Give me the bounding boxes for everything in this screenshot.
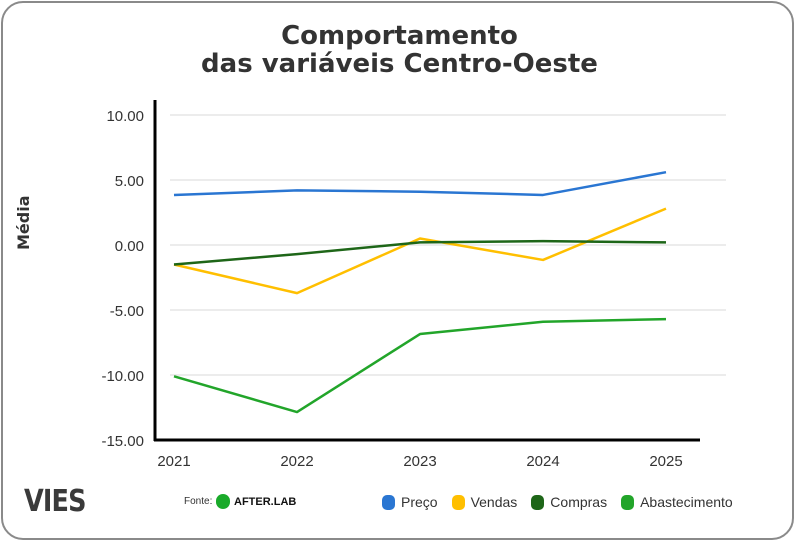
y-tick-label: 10.00 xyxy=(106,108,144,125)
legend-label: Vendas xyxy=(470,494,518,510)
legend-label: Abastecimento xyxy=(640,494,733,510)
series-line-vendas xyxy=(173,207,667,295)
x-tick-label: 2023 xyxy=(403,453,436,470)
y-tick-label: 5.00 xyxy=(115,173,144,190)
y-tick-label: 0.00 xyxy=(115,238,144,255)
x-tick-label: 2024 xyxy=(526,453,559,470)
legend-swatch xyxy=(531,494,545,510)
x-tick-label: 2021 xyxy=(157,453,190,470)
legend-swatch xyxy=(621,494,635,510)
x-tick-label: 2022 xyxy=(280,453,313,470)
chart-title: Comportamento das variáveis Centro-Oeste xyxy=(0,22,799,78)
legend-label: Preço xyxy=(401,494,438,510)
legend: Preço Vendas Compras Abastecimento xyxy=(382,494,733,510)
series-line-preço xyxy=(173,170,667,197)
legend-item[interactable]: Abastecimento xyxy=(621,494,733,510)
title-line-1: Comportamento xyxy=(281,21,518,51)
legend-label: Compras xyxy=(550,494,608,510)
y-tick-label: -10.00 xyxy=(101,368,144,385)
x-tick-label: 2025 xyxy=(649,453,682,470)
title-line-2: das variáveis Centro-Oeste xyxy=(201,49,598,79)
afterlab-icon xyxy=(216,494,230,509)
legend-item[interactable]: Compras xyxy=(531,494,607,510)
series-line-abastecimento xyxy=(173,317,667,414)
afterlab-logo: AFTER.LAB xyxy=(216,494,296,509)
legend-item[interactable]: Vendas xyxy=(451,494,518,510)
series-line-compras xyxy=(173,239,667,266)
vies-logo: VIES xyxy=(24,484,86,519)
legend-item[interactable]: Preço xyxy=(382,494,438,510)
legend-swatch xyxy=(382,494,395,510)
afterlab-text: AFTER.LAB xyxy=(234,495,297,508)
legend-swatch xyxy=(451,494,465,510)
y-tick-label: -5.00 xyxy=(110,303,144,320)
source-label: Fonte: xyxy=(184,496,213,507)
y-tick-label: -15.00 xyxy=(101,433,144,450)
